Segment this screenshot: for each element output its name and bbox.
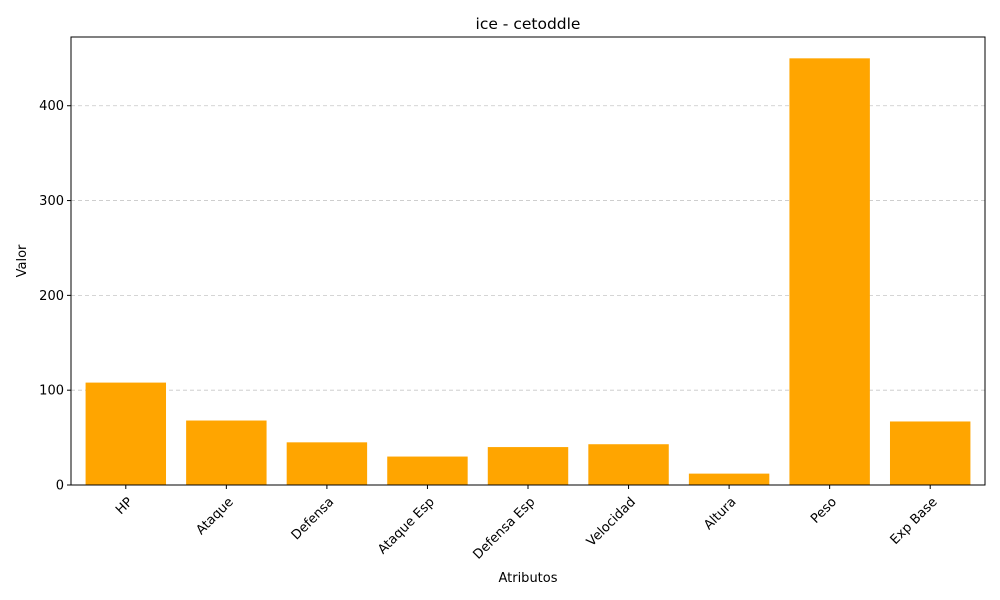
x-tick-label: Peso (808, 495, 840, 527)
bar-defensa-esp (487, 447, 569, 485)
x-axis: HP Ataque Defensa Ataque Esp Defensa Esp Velo… (113, 485, 941, 563)
x-tick-label: Exp Base (888, 495, 941, 548)
x-tick-label: HP (113, 495, 136, 518)
y-axis-label: Valor (15, 244, 30, 277)
bar-velocidad (588, 444, 669, 485)
x-tick-label: Ataque (193, 495, 236, 538)
y-tick-label: 100 (39, 384, 64, 399)
bar-peso (789, 58, 870, 485)
bar-exp-base (889, 421, 971, 485)
y-tick-label: 0 (56, 479, 64, 494)
x-tick-label: Ataque Esp (375, 495, 438, 558)
bar-altura (688, 473, 770, 485)
chart-title: ice - cetoddle (476, 15, 581, 33)
y-axis: 0 100 200 300 400 (39, 99, 71, 494)
x-tick-label: Velocidad (584, 495, 639, 550)
x-axis-label: Atributos (498, 571, 557, 586)
bar-defensa (286, 442, 368, 485)
x-tick-label: Altura (701, 495, 739, 533)
y-tick-label: 200 (39, 289, 64, 304)
y-tick-label: 300 (39, 194, 64, 209)
x-tick-label: Defensa (289, 495, 337, 543)
bar-ataque (186, 420, 267, 485)
bar-ataque-esp (387, 456, 468, 485)
x-tick-label: Defensa Esp (471, 495, 539, 563)
y-tick-label: 400 (39, 99, 64, 114)
bar-hp (85, 382, 167, 485)
bars (85, 58, 971, 485)
grid-lines (71, 105, 985, 391)
